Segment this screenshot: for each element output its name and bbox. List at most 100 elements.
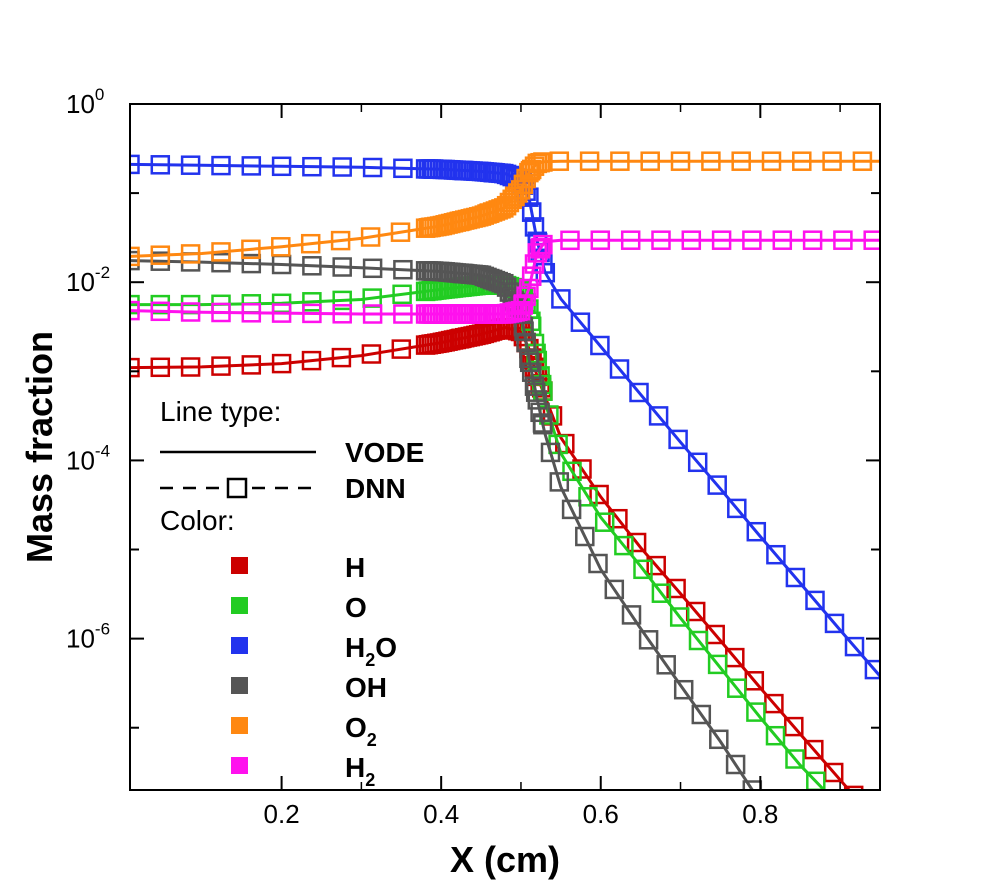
dnn-marker [588,553,608,574]
x-tick-label: 0.4 [423,799,459,829]
legend-label-subscript: 2 [365,650,375,670]
dnn-marker [804,739,824,760]
dnn-marker [742,780,763,790]
dnn-marker [640,151,660,171]
legend-label-base: O [345,712,367,743]
dnn-marker [604,579,625,600]
legend-label-o2: O2 [345,712,377,750]
series-o2 [130,151,880,267]
dnn-marker [330,230,351,251]
dnn-marker [533,152,553,172]
dnn-marker [331,347,352,368]
dnn-marker [241,253,262,274]
dnn-marker [300,233,321,254]
dnn-marker [241,355,262,375]
dnn-marker [844,636,865,657]
y-tick-label: 100 [66,85,104,119]
dnn-marker [784,716,804,737]
legend-color-title: Color: [160,505,235,536]
dnn-marker [551,289,571,309]
dnn-marker [594,512,615,532]
dnn-marker [130,357,140,378]
dnn-marker [673,679,694,700]
dnn-marker [701,151,721,171]
dnn-marker [731,151,751,171]
dnn-marker [687,452,708,473]
dnn-marker [638,630,659,650]
dnn-marker [609,359,630,379]
dnn-marker [393,259,413,280]
dnn-marker [863,230,880,250]
dnn-marker [130,154,140,175]
dnn-marker [332,257,352,277]
dnn-marker [393,158,413,179]
dnn-marker [761,151,782,171]
dnn-marker [524,376,545,396]
dnn-marker [629,382,649,403]
dnn-marker [802,230,823,250]
dnn-marker [271,353,292,374]
dnn-marker [669,607,690,627]
y-tick-base: 10 [66,445,95,475]
series-line-o [130,283,826,790]
y-tick-exponent: -4 [95,441,110,460]
dnn-marker [301,350,322,371]
dnn-marker [362,157,383,178]
x-tick-label: 0.6 [583,799,619,829]
series-layer [130,151,880,790]
dnn-marker [530,239,550,259]
legend-label-h2o: H2O [345,632,397,670]
dnn-marker [648,406,669,426]
dnn-marker [725,754,746,775]
dnn-marker [709,729,729,750]
legend-vode-label: VODE [345,437,424,468]
dnn-marker [562,461,582,482]
dnn-marker [533,414,553,435]
dnn-marker [302,292,322,312]
dnn-marker [670,151,691,171]
dnn-marker [766,544,786,565]
y-tick-base: 10 [66,624,95,654]
legend-label-base: O [345,592,367,623]
dnn-marker [742,230,762,250]
legend-label-base: OH [345,672,387,703]
dnn-marker [180,155,201,175]
dnn-marker [864,659,880,680]
dnn-marker [746,521,767,542]
dnn-marker [302,156,322,177]
dnn-marker [765,725,786,746]
legend-swatch-o2 [231,717,248,734]
legend-label-o: O [345,592,367,623]
dnn-marker [521,266,542,286]
dnn-marker [271,156,292,177]
legend-swatch-h [231,557,248,574]
legend-label-base: H [345,552,365,583]
dnn-marker [332,290,352,311]
dnn-marker [332,304,352,324]
dnn-marker [589,484,609,505]
y-tick-exponent: 0 [95,85,104,104]
dnn-marker [651,583,672,603]
y-tick-label: 10-4 [66,441,110,475]
y-tick-base: 10 [66,89,95,119]
dnn-marker [668,429,688,450]
dnn-marker [391,339,412,359]
dnn-marker [211,302,231,323]
dnn-marker [241,239,261,260]
dnn-marker [822,151,842,171]
dnn-marker [271,303,292,323]
dnn-marker [579,151,600,171]
dnn-marker [570,312,591,332]
x-axis-title: X (cm) [450,839,560,880]
dnn-marker [527,390,548,410]
dnn-marker [130,246,140,267]
dnn-marker [530,402,550,423]
dnn-marker [180,302,201,322]
dnn-marker [646,555,666,576]
dnn-marker [833,230,853,250]
dnn-marker [211,356,231,376]
dnn-marker [852,151,873,171]
